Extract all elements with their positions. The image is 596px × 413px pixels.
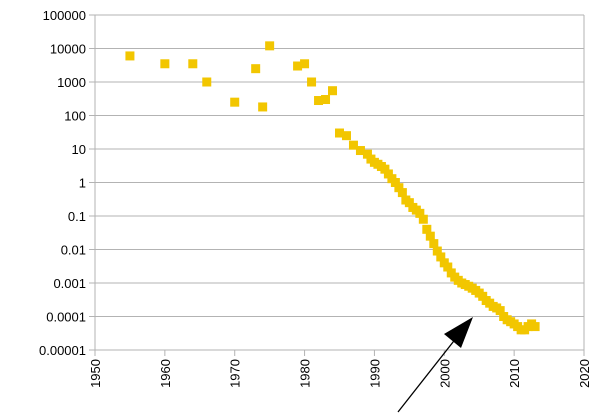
data-point [425, 231, 435, 241]
x-tick-label: 1980 [298, 359, 313, 388]
data-point [341, 131, 351, 141]
data-point [160, 59, 170, 69]
data-point [293, 61, 303, 71]
data-point [335, 128, 344, 138]
data-point [432, 246, 442, 256]
data-point [390, 178, 400, 187]
data-point [314, 96, 324, 106]
y-tick-label: 0.01 [61, 243, 86, 258]
y-tick-label: 0.1 [68, 209, 86, 224]
y-tick-label: 0.00001 [39, 343, 86, 358]
arrow-head [444, 317, 473, 348]
data-point [188, 59, 198, 69]
data-points [125, 41, 540, 335]
y-tick-label: 0.001 [53, 276, 86, 291]
data-point [202, 77, 212, 87]
data-point [495, 306, 505, 316]
data-point [380, 164, 390, 174]
y-tick-label: 100 [64, 109, 86, 124]
data-point [265, 41, 275, 51]
y-tick-label: 0.0001 [46, 310, 86, 325]
grid-lines [89, 14, 585, 356]
data-point [230, 97, 240, 107]
data-point [397, 188, 407, 198]
data-point [251, 64, 261, 74]
x-axis-tick-labels: 1950 1960 1970 1980 1990 2000 2010 2020 [88, 359, 592, 388]
data-point [404, 198, 414, 208]
data-point [429, 239, 439, 249]
x-tick-label: 1970 [228, 359, 243, 388]
data-point [125, 51, 135, 61]
x-tick-label: 2000 [437, 359, 452, 388]
x-tick-label: 2010 [507, 359, 522, 388]
x-tick-label: 1990 [367, 359, 382, 388]
data-point [418, 214, 428, 224]
data-point [362, 149, 372, 159]
data-point [422, 224, 432, 234]
y-tick-label: 10 [72, 142, 86, 157]
data-point [321, 95, 331, 105]
data-point [436, 252, 446, 262]
data-point [307, 77, 317, 87]
data-point [328, 86, 338, 96]
annotation-arrow [397, 317, 473, 413]
data-point [443, 262, 453, 272]
data-point [258, 102, 268, 112]
arrow-shaft [397, 336, 458, 413]
data-point [415, 208, 425, 218]
data-point [300, 59, 310, 69]
data-point [394, 183, 404, 193]
x-tick-label: 1960 [158, 359, 173, 388]
data-point [383, 169, 393, 179]
y-axis-tick-labels: 0.00001 0.0001 0.001 0.01 0.1 1 10 100 1000 10000… [39, 8, 86, 358]
y-tick-label: 1 [79, 176, 86, 191]
x-tick-label: 2020 [577, 359, 592, 388]
data-point [348, 140, 358, 150]
y-tick-label: 100000 [43, 8, 86, 23]
data-point [355, 146, 365, 156]
data-point [530, 322, 540, 332]
x-tick-label: 1950 [88, 359, 103, 388]
y-tick-label: 10000 [50, 42, 86, 57]
y-tick-label: 1000 [57, 75, 86, 90]
